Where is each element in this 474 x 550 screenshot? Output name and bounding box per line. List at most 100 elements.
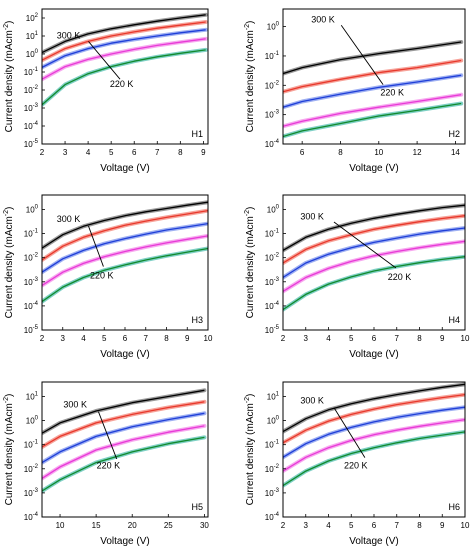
- y-tick-exponent: -1: [33, 440, 39, 446]
- series-line-3: [42, 412, 205, 464]
- y-tick-label: 10-3: [265, 488, 280, 498]
- y-tick-label: 10-3: [24, 277, 39, 287]
- y-tick-exponent: 2: [35, 13, 39, 19]
- y-tick-exponent: 1: [35, 31, 39, 37]
- y-tick-label: 10-5: [265, 325, 280, 335]
- y-axis-title-exponent: -2: [244, 210, 251, 216]
- y-axis-title: Current density (mAcm-2): [3, 394, 15, 506]
- y-tick-label: 100: [26, 204, 39, 214]
- series-line-2: [283, 215, 465, 264]
- x-tick-label: 8: [178, 148, 183, 157]
- y-tick-exponent: 0: [35, 204, 39, 210]
- y-tick-label: 101: [26, 391, 39, 401]
- temperature-arrow: [98, 411, 118, 460]
- x-tick-label: 12: [413, 148, 422, 157]
- y-tick-label: 101: [267, 391, 280, 401]
- series-line-5: [42, 436, 205, 492]
- series-line-3: [42, 222, 208, 273]
- y-axis-title: Current density (mAcm-2): [3, 207, 15, 319]
- temp-label-low: 220 K: [90, 271, 114, 281]
- y-tick-exponent: -2: [274, 253, 280, 259]
- y-tick-label: 10-2: [24, 464, 39, 474]
- y-tick-exponent: -2: [33, 464, 39, 470]
- x-tick-label: 2: [281, 521, 286, 530]
- x-tick-label: 8: [164, 334, 169, 343]
- x-tick-label: 6: [300, 148, 305, 157]
- series-group: [283, 40, 464, 139]
- series-line-1: [42, 14, 206, 54]
- y-tick-label: 100: [26, 416, 39, 426]
- x-axis-title: Voltage (V): [349, 536, 398, 547]
- y-tick-label: 10-4: [24, 301, 39, 311]
- x-tick-label: 15: [92, 521, 101, 530]
- x-tick-label: 3: [304, 521, 309, 530]
- y-tick-exponent: 1: [35, 391, 39, 397]
- y-axis-title-close: ): [245, 394, 256, 397]
- y-axis-title-exponent: -2: [244, 24, 251, 30]
- y-tick-label: 10-1: [265, 229, 280, 239]
- series-line-2: [42, 21, 206, 61]
- y-axis-title-exponent: -2: [3, 24, 10, 30]
- series-line-1: [283, 383, 465, 433]
- x-tick-label: 5: [349, 521, 354, 530]
- y-axis-title-exponent: -2: [3, 397, 10, 403]
- y-tick-label: 10-1: [24, 67, 39, 77]
- x-tick-label: 5: [349, 334, 354, 343]
- panel-label: H6: [448, 502, 460, 512]
- chart-panel-h6: 2 3 4 5 6 7 8 9 1010-410-310-210-1100101Voltage …: [244, 381, 470, 547]
- y-tick-label: 100: [267, 22, 280, 32]
- x-tick-label: 8: [417, 334, 422, 343]
- y-axis-title-main: Current density (mAcm: [4, 30, 15, 132]
- y-tick-exponent: -2: [274, 80, 280, 86]
- x-tick-label: 20: [128, 521, 137, 530]
- y-axis-title-main: Current density (mAcm: [4, 403, 15, 505]
- series-line-1: [283, 41, 462, 75]
- y-axis-title: Current density (mAcm-2): [3, 21, 15, 133]
- x-tick-label: 6: [132, 148, 137, 157]
- temp-label-high: 300 K: [300, 211, 324, 221]
- y-tick-label: 10-2: [265, 253, 280, 263]
- temperature-arrow: [340, 24, 384, 85]
- y-tick-label: 10-3: [24, 103, 39, 113]
- y-tick-label: 100: [267, 204, 280, 214]
- y-tick-label: 10-3: [24, 488, 39, 498]
- y-tick-exponent: -4: [33, 301, 39, 307]
- chart-panel-h1: 2 3 4 5 6 7 8 910-510-410-310-210-1100101102Vol…: [3, 8, 209, 174]
- y-tick-exponent: -3: [33, 488, 39, 494]
- plot-frame: [41, 8, 209, 145]
- y-tick-exponent: -1: [274, 51, 280, 57]
- plot-frame: [282, 8, 466, 145]
- x-tick-label: 4: [86, 148, 91, 157]
- x-tick-label: 4: [81, 334, 86, 343]
- y-axis-title-close: ): [245, 21, 256, 24]
- y-tick-label: 10-1: [265, 440, 280, 450]
- temp-label-high: 300 K: [63, 400, 87, 410]
- x-tick-label: 7: [144, 334, 149, 343]
- y-tick-exponent: -4: [274, 512, 280, 518]
- temperature-arrow: [333, 221, 397, 269]
- series-line-1: [42, 201, 208, 249]
- temp-label-high: 300 K: [300, 396, 324, 406]
- y-tick-label: 10-1: [265, 51, 280, 61]
- x-tick-label: 4: [326, 521, 331, 530]
- panel-label: H3: [191, 315, 203, 325]
- series-line-5: [283, 102, 462, 138]
- series-line-2: [42, 401, 205, 448]
- temp-label-high: 300 K: [57, 214, 81, 224]
- temp-label-low: 220 K: [388, 272, 412, 282]
- y-tick-exponent: -2: [33, 85, 39, 91]
- y-tick-exponent: -2: [33, 253, 39, 259]
- series-line-4: [283, 94, 462, 127]
- x-tick-label: 6: [372, 334, 377, 343]
- series-line-3: [283, 74, 462, 108]
- y-tick-label: 10-3: [265, 110, 280, 120]
- x-tick-label: 14: [451, 148, 460, 157]
- series-line-4: [42, 38, 206, 80]
- x-tick-label: 3: [61, 334, 66, 343]
- x-tick-label: 3: [63, 148, 68, 157]
- y-tick-label: 10-5: [24, 139, 39, 149]
- temp-label-low: 220 K: [97, 460, 121, 470]
- y-tick-exponent: -4: [33, 512, 39, 518]
- series-line-5: [42, 49, 206, 106]
